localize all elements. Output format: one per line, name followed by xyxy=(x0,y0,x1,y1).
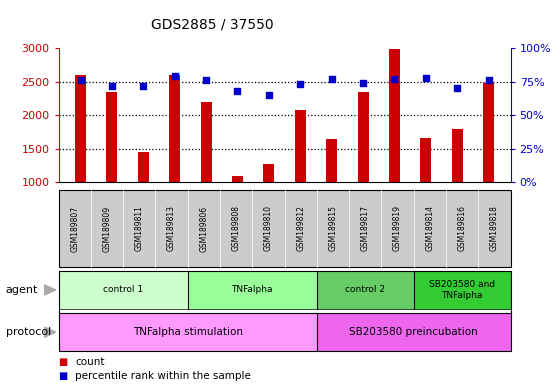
Bar xyxy=(232,176,243,182)
Point xyxy=(484,77,493,83)
Point xyxy=(264,92,273,98)
Text: GSM189811: GSM189811 xyxy=(135,205,144,252)
Bar xyxy=(107,92,117,182)
Text: ■: ■ xyxy=(59,357,68,367)
Text: GSM189817: GSM189817 xyxy=(361,205,370,252)
Bar xyxy=(358,92,368,182)
Text: GSM189810: GSM189810 xyxy=(264,205,273,252)
Text: count: count xyxy=(75,357,105,367)
Text: GSM189814: GSM189814 xyxy=(425,205,434,252)
Text: GSM189809: GSM189809 xyxy=(103,205,112,252)
Text: control 2: control 2 xyxy=(345,285,385,295)
Bar xyxy=(263,164,275,182)
Point xyxy=(421,74,430,81)
Point xyxy=(139,83,148,89)
Point xyxy=(201,77,210,83)
Text: SB203580 and
TNFalpha: SB203580 and TNFalpha xyxy=(429,280,495,300)
Point xyxy=(170,73,179,79)
Bar xyxy=(138,152,149,182)
Text: TNFalpha: TNFalpha xyxy=(232,285,273,295)
Text: agent: agent xyxy=(6,285,38,295)
Text: GSM189807: GSM189807 xyxy=(70,205,79,252)
Text: GSM189819: GSM189819 xyxy=(393,205,402,252)
Text: ■: ■ xyxy=(59,371,68,381)
Text: SB203580 preincubation: SB203580 preincubation xyxy=(349,327,478,337)
Bar xyxy=(326,139,337,182)
Bar xyxy=(452,129,463,182)
Bar xyxy=(389,50,400,182)
Point xyxy=(76,77,85,83)
Text: GSM189815: GSM189815 xyxy=(329,205,338,252)
Point xyxy=(233,88,242,94)
Text: GDS2885 / 37550: GDS2885 / 37550 xyxy=(151,17,273,31)
Point xyxy=(453,85,461,91)
Bar xyxy=(420,138,431,182)
Point xyxy=(359,80,368,86)
Text: control 1: control 1 xyxy=(103,285,143,295)
Text: percentile rank within the sample: percentile rank within the sample xyxy=(75,371,251,381)
Point xyxy=(390,76,399,82)
Text: GSM189812: GSM189812 xyxy=(296,205,305,252)
Text: GSM189808: GSM189808 xyxy=(232,205,240,252)
Text: GSM189806: GSM189806 xyxy=(199,205,208,252)
Text: TNFalpha stimulation: TNFalpha stimulation xyxy=(133,327,243,337)
Bar xyxy=(201,102,211,182)
Bar xyxy=(483,83,494,182)
Bar xyxy=(75,75,86,182)
Point xyxy=(327,76,336,82)
Point xyxy=(296,81,305,88)
Text: GSM189813: GSM189813 xyxy=(167,205,176,252)
Text: GSM189816: GSM189816 xyxy=(458,205,466,252)
Point xyxy=(108,83,117,89)
Text: GSM189818: GSM189818 xyxy=(490,205,499,252)
Text: protocol: protocol xyxy=(6,327,51,337)
Bar xyxy=(295,110,306,182)
Bar xyxy=(169,75,180,182)
